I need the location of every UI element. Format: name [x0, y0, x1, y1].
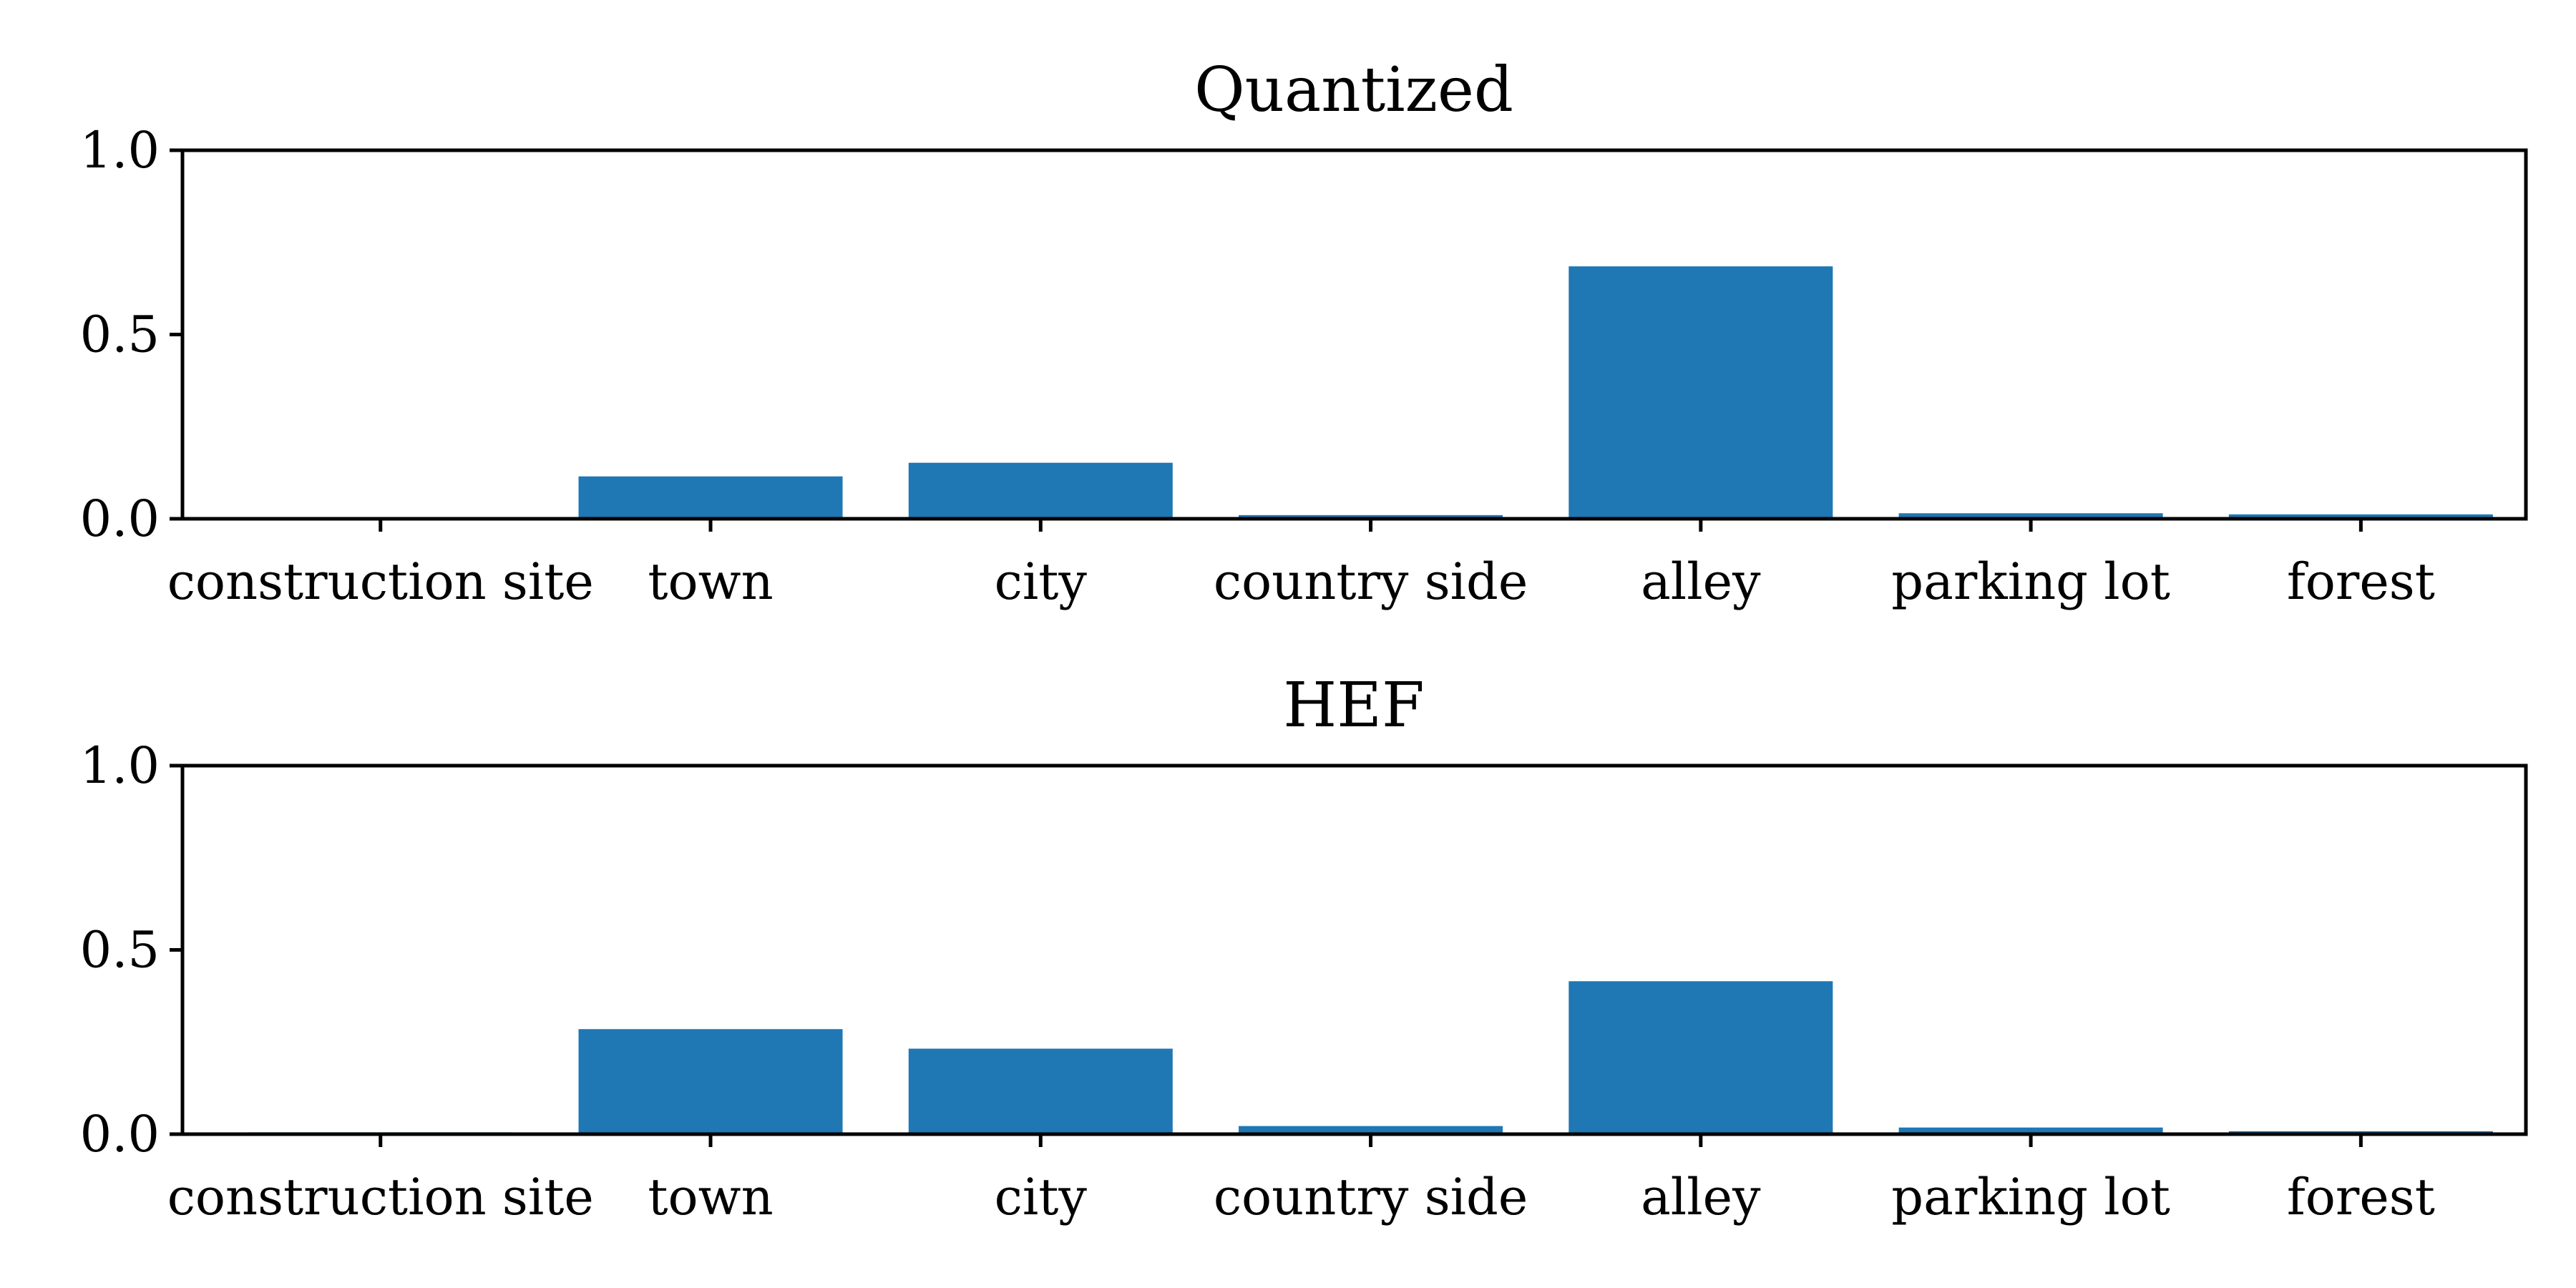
- x-tick-label: parking lot: [1891, 552, 2170, 611]
- bar-city: [908, 1048, 1173, 1134]
- y-tick-label: 0.5: [80, 921, 160, 980]
- y-tick-label: 0.0: [80, 1105, 160, 1163]
- x-tick-label: country side: [1214, 552, 1528, 611]
- x-tick-label: parking lot: [1891, 1168, 2170, 1226]
- x-tick-label: alley: [1641, 552, 1761, 611]
- chart-title: Quantized: [1194, 54, 1513, 126]
- bar-city: [908, 462, 1173, 519]
- bar-forest: [2228, 514, 2493, 519]
- x-tick-label: alley: [1641, 1168, 1761, 1226]
- x-tick-label: country side: [1214, 1168, 1528, 1226]
- bar-alley: [1568, 981, 1833, 1134]
- bar-country-side: [1239, 514, 1503, 519]
- bar-town: [578, 476, 843, 519]
- plot-area-frame: [180, 148, 2528, 521]
- x-tick-label: town: [648, 552, 773, 611]
- y-tick-label: 1.0: [80, 121, 160, 180]
- x-tick-label: forest: [2287, 1168, 2435, 1226]
- x-tick-label: construction site: [167, 552, 594, 611]
- bar-country-side: [1239, 1126, 1503, 1134]
- y-tick-label: 0.5: [80, 306, 160, 364]
- bar-alley: [1568, 266, 1833, 519]
- bar-town: [578, 1029, 843, 1134]
- bar-parking-lot: [1898, 513, 2163, 519]
- x-tick-label: city: [995, 1168, 1088, 1226]
- x-tick-label: city: [995, 552, 1088, 611]
- x-tick-label: town: [648, 1168, 773, 1226]
- plot-area-frame: [180, 763, 2528, 1136]
- bar-parking-lot: [1898, 1127, 2163, 1134]
- chart-panel-hef: HEF 0.0 0.5 1.0 construction site town city co…: [80, 670, 2528, 1226]
- chart-title: HEF: [1283, 670, 1424, 741]
- x-tick-label: forest: [2287, 552, 2435, 611]
- y-tick-label: 0.0: [80, 489, 160, 548]
- chart-panel-quantized: Quantized 0.0 0.5 1.0 construction site town…: [80, 54, 2528, 611]
- x-tick-label: construction site: [167, 1168, 594, 1226]
- y-tick-label: 1.0: [80, 736, 160, 795]
